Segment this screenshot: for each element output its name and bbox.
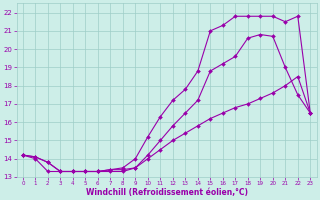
- X-axis label: Windchill (Refroidissement éolien,°C): Windchill (Refroidissement éolien,°C): [85, 188, 248, 197]
